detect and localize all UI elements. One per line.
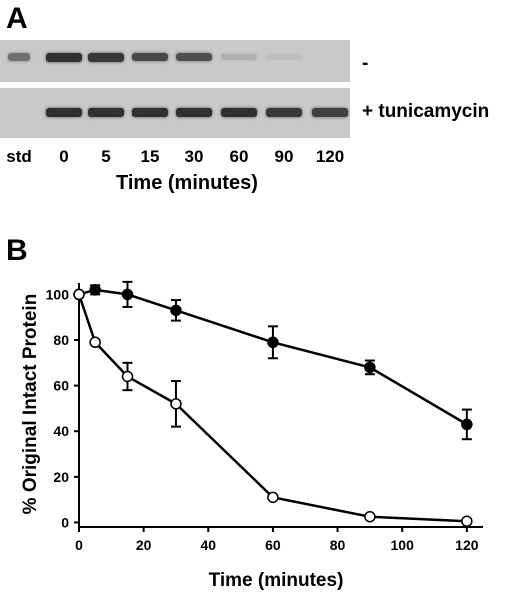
lane-label: 90: [274, 147, 294, 166]
row-label-minus: -: [362, 53, 369, 74]
blot-band: [176, 107, 212, 117]
data-point: [121, 288, 134, 301]
data-point: [73, 288, 85, 301]
chart-series: [73, 280, 473, 528]
lane-label: 60: [229, 147, 249, 166]
y-tick-label: 80: [53, 332, 69, 348]
data-point: [461, 515, 473, 528]
x-tick-label: 60: [265, 537, 281, 553]
data-point: [267, 336, 279, 349]
data-point: [73, 288, 85, 301]
lane-label: 120: [315, 147, 345, 166]
series-line: [78, 288, 468, 426]
data-point: [121, 370, 134, 383]
blot-band: [176, 53, 212, 61]
x-tick-label: 40: [200, 537, 216, 553]
blot-band: [132, 53, 168, 61]
panel-a-x-axis-title: Time (minutes): [116, 172, 258, 194]
y-tick-label: 0: [61, 514, 69, 530]
panel-b-letter: B: [6, 234, 28, 267]
x-tick-label: 120: [455, 537, 479, 553]
x-tick-label: 80: [330, 537, 346, 553]
blot-band: [46, 107, 82, 117]
row-label-tunicamycin: + tunicamycin: [362, 101, 490, 122]
chart-axes: [78, 283, 483, 528]
blot-band: [266, 54, 302, 60]
lane-label: 0: [59, 147, 69, 166]
blot-band: [221, 54, 257, 60]
data-point: [461, 418, 473, 431]
blot-band: [46, 52, 82, 62]
chart-ticks: 0 20 40 60 80 100 0 20 40 60 80 100 120: [46, 286, 479, 553]
lane-label: 5: [101, 147, 111, 166]
data-point: [364, 510, 376, 523]
series-line: [77, 294, 467, 523]
blot-band: [221, 107, 257, 117]
blot-band: [8, 53, 30, 61]
blot-band: [132, 107, 168, 117]
data-point: [364, 361, 376, 374]
y-tick-label: 60: [53, 378, 69, 394]
y-tick-label: 20: [53, 469, 69, 485]
data-point: [89, 284, 101, 296]
blot-band: [266, 107, 302, 117]
x-tick-label: 20: [136, 537, 152, 553]
lane-label: 30: [184, 147, 204, 166]
x-tick-label: 0: [75, 537, 83, 553]
blot-band: [312, 107, 348, 117]
lane-label: std: [6, 147, 32, 166]
data-point: [170, 304, 182, 317]
y-tick-label: 100: [46, 286, 70, 302]
data-point: [89, 336, 101, 349]
blot-band: [88, 107, 124, 117]
x-axis-title: Time (minutes): [209, 570, 344, 591]
y-tick-label: 40: [53, 423, 69, 439]
x-tick-label: 100: [391, 537, 415, 553]
data-point: [267, 491, 279, 504]
lane-label: 15: [140, 147, 160, 166]
data-point: [170, 398, 182, 410]
y-axis-title: % Original Intact Protein: [20, 294, 41, 515]
panel-a-letter: A: [6, 2, 28, 35]
blot-band: [88, 52, 124, 62]
